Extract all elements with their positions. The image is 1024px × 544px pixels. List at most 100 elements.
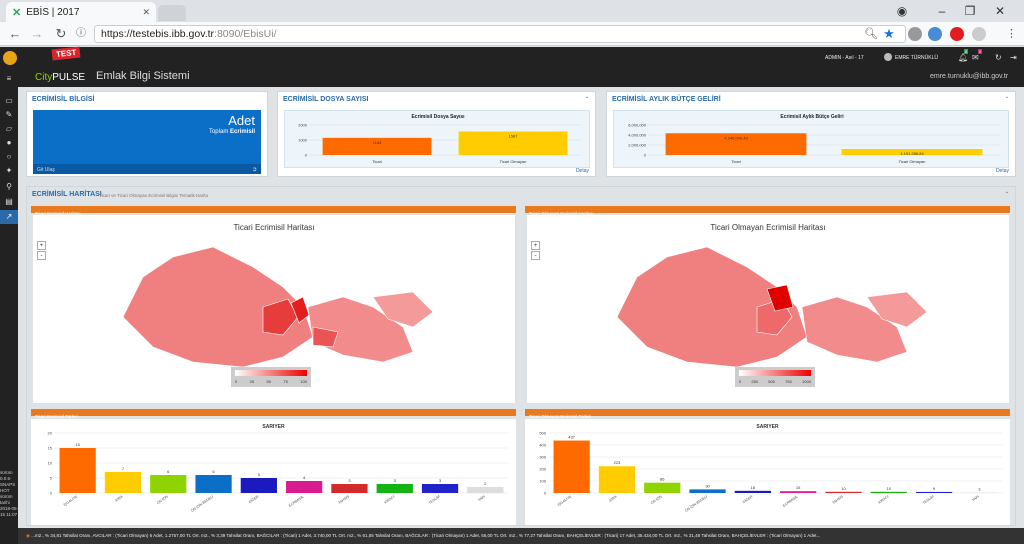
search-icon[interactable]: ⚲ (6, 182, 12, 191)
x-tick-label: TAHSİS (337, 493, 351, 505)
citypulse-logo[interactable]: CityPULSE (35, 72, 85, 83)
detay-link[interactable]: Detay (575, 168, 589, 174)
right-map-bar: Ticari Olmayan Ecrimisil Haritası (525, 206, 1010, 216)
collapse-chevron-icon[interactable]: ⌄ (1004, 189, 1009, 195)
profile-icon[interactable]: ◉ (896, 4, 908, 18)
forward-icon[interactable]: → (30, 26, 44, 41)
y-tick-label: 100 (539, 479, 546, 484)
x-tick-label: ÖN İZİN (155, 493, 169, 505)
butce-chart: 0 2,000,000 4,000,000 6,000,000 4.346.000,43… (628, 123, 1000, 164)
data-label: 1567 (509, 133, 519, 138)
bar (915, 491, 953, 493)
maximize-icon[interactable]: ❐ (964, 4, 976, 18)
minimize-icon[interactable]: – (938, 4, 946, 18)
left-map-bar: Ticari Ecrimisil Haritası (31, 206, 516, 216)
tab-close-icon[interactable]: ✕ (142, 6, 150, 17)
left-turleri-bar: Ticari Ecrimisil Türleri (31, 409, 516, 419)
data-label: 6 (167, 469, 170, 474)
opera-icon[interactable] (950, 27, 964, 41)
detay-link[interactable]: Detay (995, 168, 1009, 174)
legend-label: 750 (785, 379, 792, 384)
extension-icon[interactable] (908, 27, 922, 41)
legend-label: 250 (751, 379, 759, 384)
logout-icon[interactable]: ⇥ (1010, 53, 1017, 62)
x-tick-label: TAHSİS (831, 493, 845, 505)
extension-icon[interactable] (972, 27, 986, 41)
x-tick-label: KİRACI (383, 494, 395, 505)
info-card-footer[interactable]: Git Ulaş (37, 167, 55, 173)
data-label: 223 (614, 460, 621, 465)
zoom-out-button[interactable]: - (37, 251, 46, 260)
ecrimisil-harita-panel: ECRİMİSİL HARİTASI Ticari ve Ticari Olma… (26, 186, 1016, 526)
back-icon[interactable]: ← (8, 26, 22, 41)
menu-dots-icon[interactable]: ⋮ (1006, 28, 1017, 40)
y-tick-label: 2000 (298, 123, 308, 128)
chart-box: Ecrimisil Dosya Sayısı 0 1000 2000 1144 Tica… (284, 110, 590, 168)
data-label: 1144 (373, 140, 382, 145)
legend-label: 25 (249, 379, 255, 384)
globe-icon[interactable]: ● (6, 138, 12, 147)
y-tick-label: 5 (50, 476, 53, 481)
data-label: 4 (303, 475, 306, 480)
version-info: sürüm 0.0.5-SNAPSHOT sürüm tarihi 2018-0… (0, 470, 19, 517)
right-map[interactable]: Ticari Olmayan Ecrimisil Haritası + - 0 … (527, 215, 1009, 403)
news-ticker: ◉ ...m2., % 34,81 Tahsilat Oranı, AVCILA… (18, 528, 1024, 544)
bar (553, 440, 590, 493)
bell-icon[interactable]: 🔔︎ (958, 53, 969, 62)
bar (322, 137, 432, 155)
y-tick-label: 0 (644, 153, 647, 158)
collapse-chevron-icon[interactable]: ⌄ (584, 94, 589, 100)
right-district-chart: SARIYER0100200300400500437İŞGALİYE223KİR… (525, 419, 1010, 525)
istanbul-map (616, 246, 928, 368)
legend-label: 0 (739, 379, 742, 384)
x-tick-label: KİRACI (877, 494, 889, 505)
bookmark-star-icon[interactable]: ★ (883, 26, 895, 41)
chart-title: SARIYER (262, 424, 285, 430)
collapse-chevron-icon[interactable]: ⌄ (1004, 94, 1009, 100)
bar (59, 448, 96, 493)
y-tick-label: 10 (48, 461, 53, 466)
close-window-icon[interactable]: ✕ (994, 4, 1006, 18)
logo-city: City (35, 72, 53, 83)
wrench-icon[interactable]: ✎ (5, 110, 13, 119)
new-tab-button[interactable] (158, 5, 186, 21)
reload-icon[interactable]: ↻ (55, 26, 67, 41)
ibb-logo-icon (3, 51, 17, 65)
left-map[interactable]: Ticari Ecrimisil Haritası + - 0 25 50 75… (33, 215, 515, 403)
browser-tab[interactable]: ✕ EBİS | 2017 ✕ (6, 2, 156, 22)
arrow-circle-icon[interactable]: ➲ (251, 167, 257, 173)
print-icon[interactable]: ▤ (5, 197, 13, 206)
monitor-icon[interactable]: ▭ (5, 96, 13, 105)
dosya-chart: 0 1000 2000 1144 Ticari 1567 Ticari Olmayan (298, 123, 581, 164)
refresh-icon[interactable]: ↻ (995, 53, 1002, 62)
zoom-in-button[interactable]: + (37, 241, 46, 250)
gear-icon[interactable]: ✦ (5, 166, 13, 175)
user-menu[interactable]: EMRE TÜRNÜKLÜ (895, 55, 938, 61)
role-selector[interactable]: ADMIN - Asıl - 17 (825, 55, 864, 61)
info-card-sub: Toplam (208, 129, 229, 135)
bar (841, 149, 983, 155)
legend-labels: 0 250 500 750 1000 (735, 379, 815, 384)
y-tick-label: 0 (544, 491, 547, 496)
zoom-in-button[interactable]: + (531, 241, 540, 250)
y-tick-label: 2,000,000 (628, 143, 647, 148)
circle-icon[interactable]: ○ (6, 152, 12, 161)
legend-label: 75 (283, 379, 288, 384)
chart-title: SARIYER (756, 424, 779, 430)
data-label: 15 (75, 442, 80, 447)
zoom-out-button[interactable]: - (531, 251, 540, 260)
info-icon[interactable]: ⓘ (76, 28, 86, 39)
url-field[interactable]: https://testebis.ibb.gov.tr:8090/EbisUi/ (94, 25, 906, 43)
folder-icon[interactable]: ▱ (5, 124, 13, 133)
y-tick-label: 6,000,000 (628, 123, 647, 128)
app-title: Emlak Bilgi Sistemi (96, 70, 190, 82)
chart-icon[interactable]: ↗ (0, 210, 18, 224)
bar (150, 475, 187, 493)
info-card: Adet Toplam Ecrimisil Git Ulaş ➲ (33, 110, 261, 174)
x-tick-label: KİRA (114, 493, 124, 502)
message-icon[interactable]: ✉ (972, 53, 979, 62)
zoom-icon[interactable]: 🔍︎ (864, 28, 878, 40)
menu-toggle-icon[interactable]: ≡ (6, 74, 12, 83)
extension-icon[interactable] (928, 27, 942, 41)
data-label: 3 (978, 487, 981, 492)
